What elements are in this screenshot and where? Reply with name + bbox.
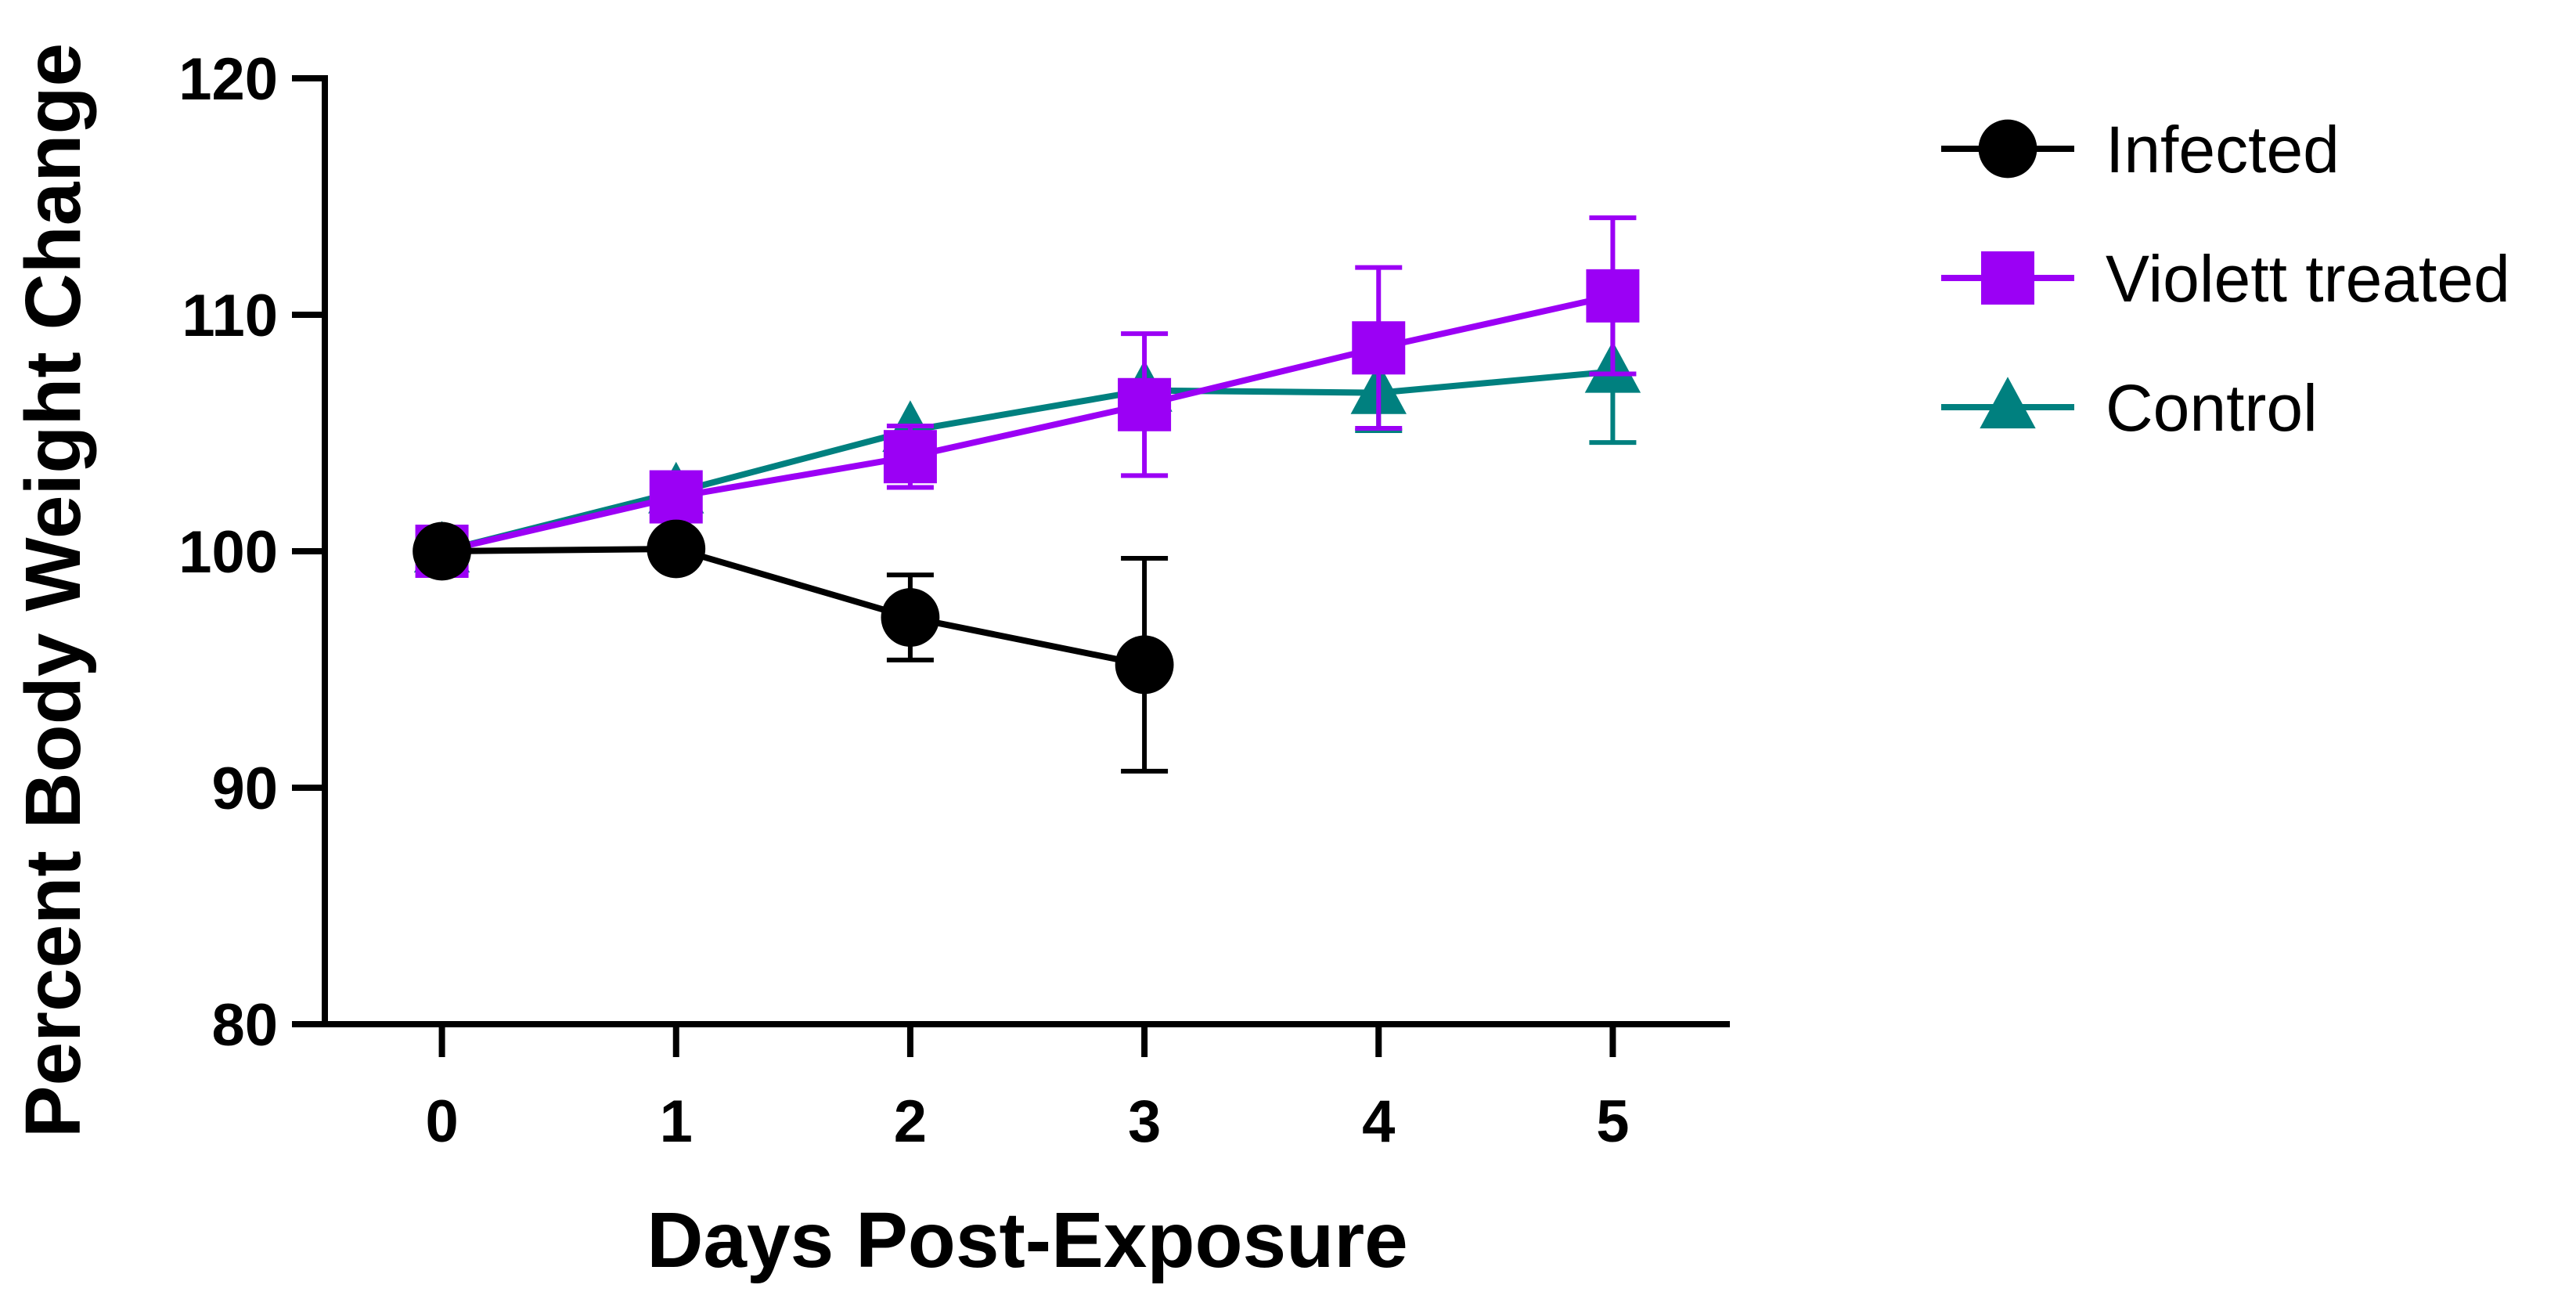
- legend-label: Violett treated: [2106, 242, 2510, 316]
- legend-label: Control: [2106, 371, 2318, 445]
- series-line: [441, 545, 1145, 668]
- y-tick-label: 90: [211, 756, 278, 822]
- y-axis-title: Percent Body Weight Change: [9, 43, 97, 1138]
- x-axis-title: Days Post-Exposure: [647, 1196, 1408, 1284]
- series-control: [413, 298, 1641, 573]
- data-point-square: [649, 470, 703, 524]
- x-tick-label: 1: [660, 1088, 693, 1155]
- series-violett-treated: [415, 215, 1640, 578]
- data-point-circle: [881, 588, 940, 647]
- x-tick-label: 3: [1128, 1088, 1161, 1155]
- data-point-square: [883, 430, 937, 484]
- y-tick-label: 110: [182, 283, 278, 349]
- legend-item-control: Control: [1941, 371, 2318, 445]
- series-layer: [413, 215, 1641, 774]
- x-tick-label: 5: [1596, 1088, 1629, 1155]
- series-line: [441, 368, 1613, 554]
- y-tick-label: 80: [211, 992, 278, 1059]
- axes-layer: 80 90 100 110 120 0 1 2 3 4 5: [178, 46, 1730, 1155]
- data-point-square: [1981, 251, 2034, 305]
- data-point-square: [1586, 269, 1640, 323]
- data-point-square: [1352, 321, 1406, 375]
- legend-label: Infected: [2106, 113, 2340, 186]
- y-tick-label: 120: [178, 46, 278, 113]
- data-point-square: [1118, 377, 1172, 431]
- data-point-circle: [1978, 119, 2037, 179]
- data-point-circle: [413, 521, 471, 581]
- legend-item-violett-treated: Violett treated: [1941, 242, 2510, 316]
- y-tick-label: 100: [178, 519, 278, 586]
- legend: Infected Violett treated Control: [1941, 113, 2510, 445]
- data-point-circle: [647, 519, 706, 579]
- series-line: [441, 292, 1614, 554]
- x-tick-label: 0: [425, 1088, 458, 1155]
- data-point-circle: [1115, 635, 1174, 695]
- x-tick-label: 2: [894, 1088, 927, 1155]
- x-tick-label: 4: [1362, 1088, 1395, 1155]
- series-infected: [413, 519, 1174, 774]
- legend-item-infected: Infected: [1941, 113, 2340, 186]
- data-point-triangle: [1980, 377, 2036, 429]
